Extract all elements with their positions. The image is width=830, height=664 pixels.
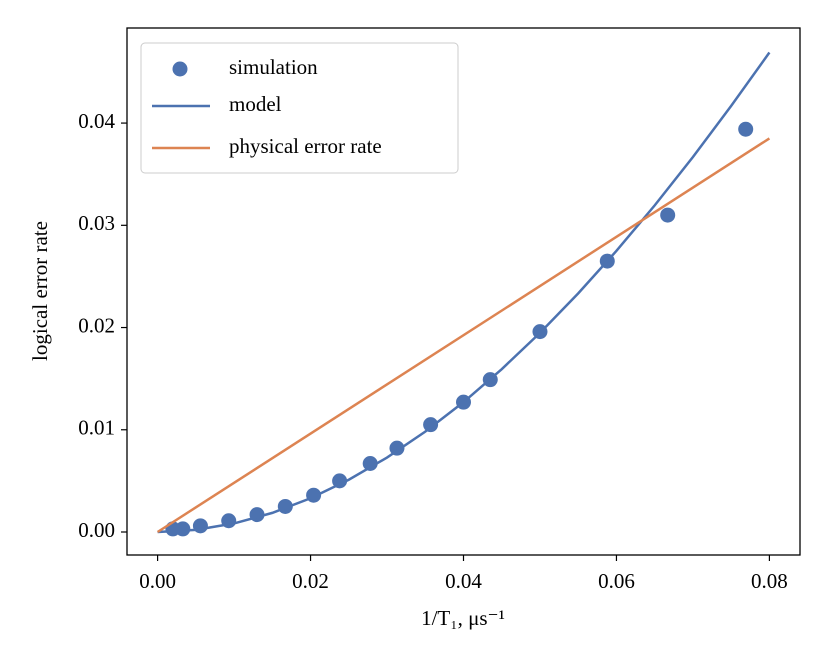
y-tick-label: 0.04 — [78, 109, 115, 133]
point — [660, 207, 676, 223]
point — [362, 456, 378, 472]
y-tick-label: 0.02 — [78, 313, 115, 337]
line — [157, 51, 771, 534]
y-tick-label: 0.03 — [78, 211, 115, 235]
y-tick-label: 0.01 — [78, 416, 115, 440]
x-tick-label: 0.02 — [292, 569, 329, 593]
point — [423, 417, 439, 433]
legend-label: model — [229, 92, 282, 116]
point — [738, 121, 754, 137]
line — [156, 137, 771, 534]
legend-label: physical error rate — [229, 134, 382, 158]
legend-box — [140, 42, 459, 174]
legend-label: simulation — [229, 55, 318, 79]
y-tick-label: 0.00 — [78, 518, 115, 542]
x-axis-label: 1/T₁, μs⁻¹ — [421, 606, 505, 630]
x-tick-label: 0.00 — [139, 569, 176, 593]
x-tick-label: 0.04 — [445, 569, 482, 593]
y-axis-label: logical error rate — [28, 221, 52, 361]
point — [175, 521, 191, 537]
x-tick-label: 0.08 — [751, 569, 788, 593]
x-tick-label: 0.06 — [598, 569, 635, 593]
legend-marker — [172, 61, 188, 77]
